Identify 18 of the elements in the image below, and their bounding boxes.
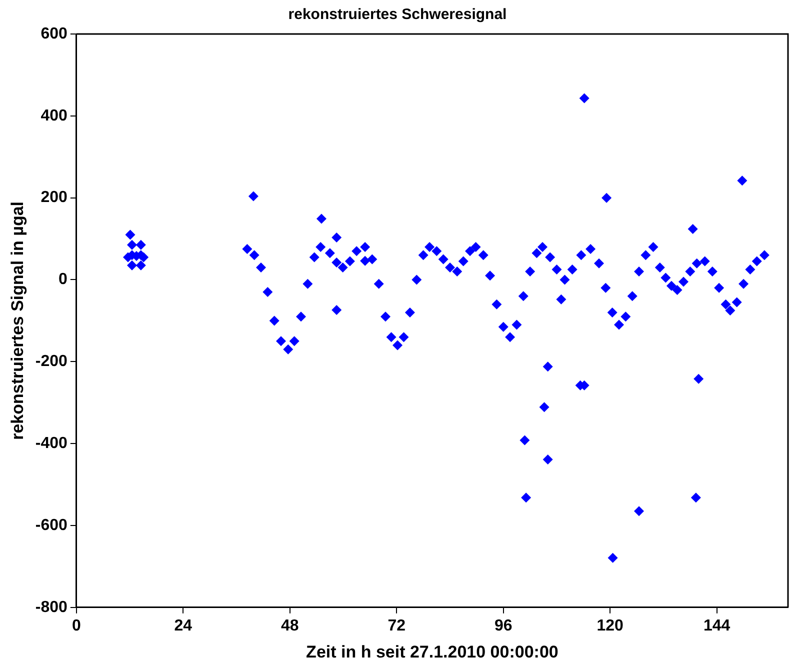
x-tick-label: 120 xyxy=(596,617,624,634)
y-tick-label: 600 xyxy=(40,25,68,42)
y-tick-label: 200 xyxy=(40,189,68,206)
chart-title: rekonstruiertes Schweresignal xyxy=(288,6,507,24)
y-tick-label: -800 xyxy=(35,598,68,616)
y-axis-title: rekonstruiertes Signal in µgal xyxy=(8,201,27,440)
x-tick-label: 48 xyxy=(281,617,299,634)
x-tick-label: 96 xyxy=(494,617,512,634)
x-tick-label: 144 xyxy=(703,617,730,634)
y-tick-label: -600 xyxy=(35,516,68,534)
y-tick-label: -200 xyxy=(35,353,68,370)
y-tick-label: -400 xyxy=(35,434,68,452)
y-tick-label: 400 xyxy=(40,107,68,124)
x-tick-label: 0 xyxy=(72,617,81,634)
x-axis-title: Zeit in h seit 27.1.2010 00:00:00 xyxy=(306,642,558,662)
x-tick-label: 72 xyxy=(388,617,406,634)
x-tick-label: 24 xyxy=(174,617,192,634)
y-tick-label: 0 xyxy=(58,271,68,288)
